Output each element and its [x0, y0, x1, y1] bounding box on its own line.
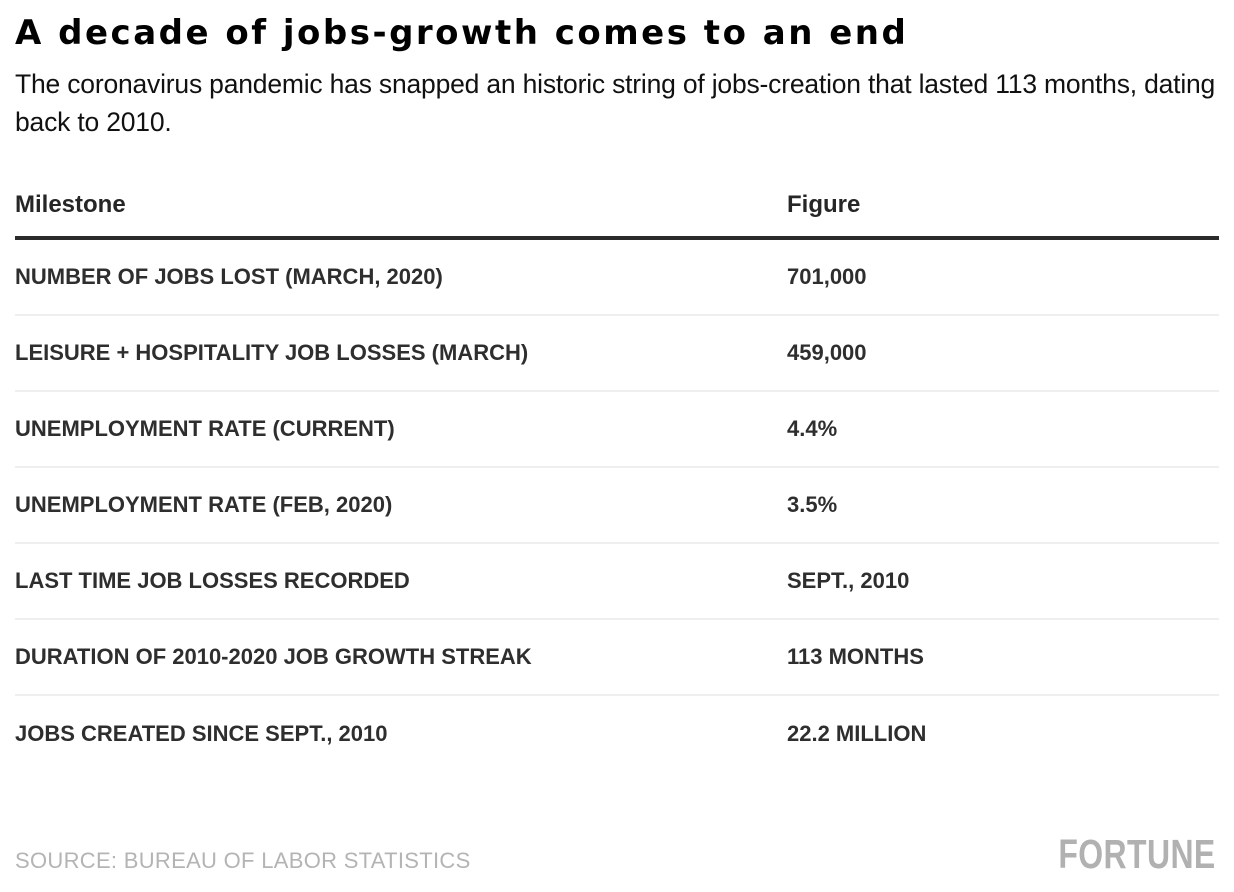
table-row: DURATION OF 2010-2020 JOB GROWTH STREAK … [15, 620, 1219, 696]
table-row: JOBS CREATED SINCE SEPT., 2010 22.2 MILL… [15, 696, 1219, 772]
milestone-cell: DURATION OF 2010-2020 JOB GROWTH STREAK [15, 643, 532, 669]
table-row: LEISURE + HOSPITALITY JOB LOSSES (MARCH)… [15, 316, 1219, 392]
milestone-cell: LAST TIME JOB LOSSES RECORDED [15, 567, 410, 593]
milestone-cell: JOBS CREATED SINCE SEPT., 2010 [15, 720, 388, 746]
figure-cell: 22.2 MILLION [787, 720, 927, 746]
table-row: LAST TIME JOB LOSSES RECORDED SEPT., 201… [15, 544, 1219, 620]
source-attribution: SOURCE: BUREAU OF LABOR STATISTICS [15, 848, 471, 873]
page-title: A decade of jobs-growth comes to an end [15, 13, 909, 53]
figure-cell: 113 MONTHS [787, 643, 924, 669]
figure-cell: 3.5% [787, 491, 838, 517]
milestone-cell: LEISURE + HOSPITALITY JOB LOSSES (MARCH) [15, 339, 529, 365]
table-header-row: Milestone Figure [15, 191, 1219, 240]
fortune-logo: FORTUNE [1058, 831, 1216, 877]
footer: SOURCE: BUREAU OF LABOR STATISTICS FORTU… [15, 831, 1216, 878]
table-row: UNEMPLOYMENT RATE (CURRENT) 4.4% [15, 392, 1219, 468]
milestone-cell: UNEMPLOYMENT RATE (CURRENT) [15, 415, 395, 441]
column-header-figure: Figure [787, 190, 861, 218]
table-row: UNEMPLOYMENT RATE (FEB, 2020) 3.5% [15, 468, 1219, 544]
milestone-cell: UNEMPLOYMENT RATE (FEB, 2020) [15, 491, 393, 517]
milestone-cell: NUMBER OF JOBS LOST (MARCH, 2020) [15, 263, 443, 289]
figure-cell: 4.4% [787, 415, 838, 441]
table-row: NUMBER OF JOBS LOST (MARCH, 2020) 701,00… [15, 240, 1219, 316]
figure-cell: 459,000 [787, 339, 867, 365]
figure-cell: 701,000 [787, 263, 867, 289]
milestones-table: Milestone Figure NUMBER OF JOBS LOST (MA… [15, 191, 1219, 772]
column-header-milestone: Milestone [15, 190, 126, 218]
subtitle: The coronavirus pandemic has snapped an … [15, 68, 1216, 137]
table-body: NUMBER OF JOBS LOST (MARCH, 2020) 701,00… [15, 240, 1219, 772]
figure-cell: SEPT., 2010 [787, 567, 910, 593]
